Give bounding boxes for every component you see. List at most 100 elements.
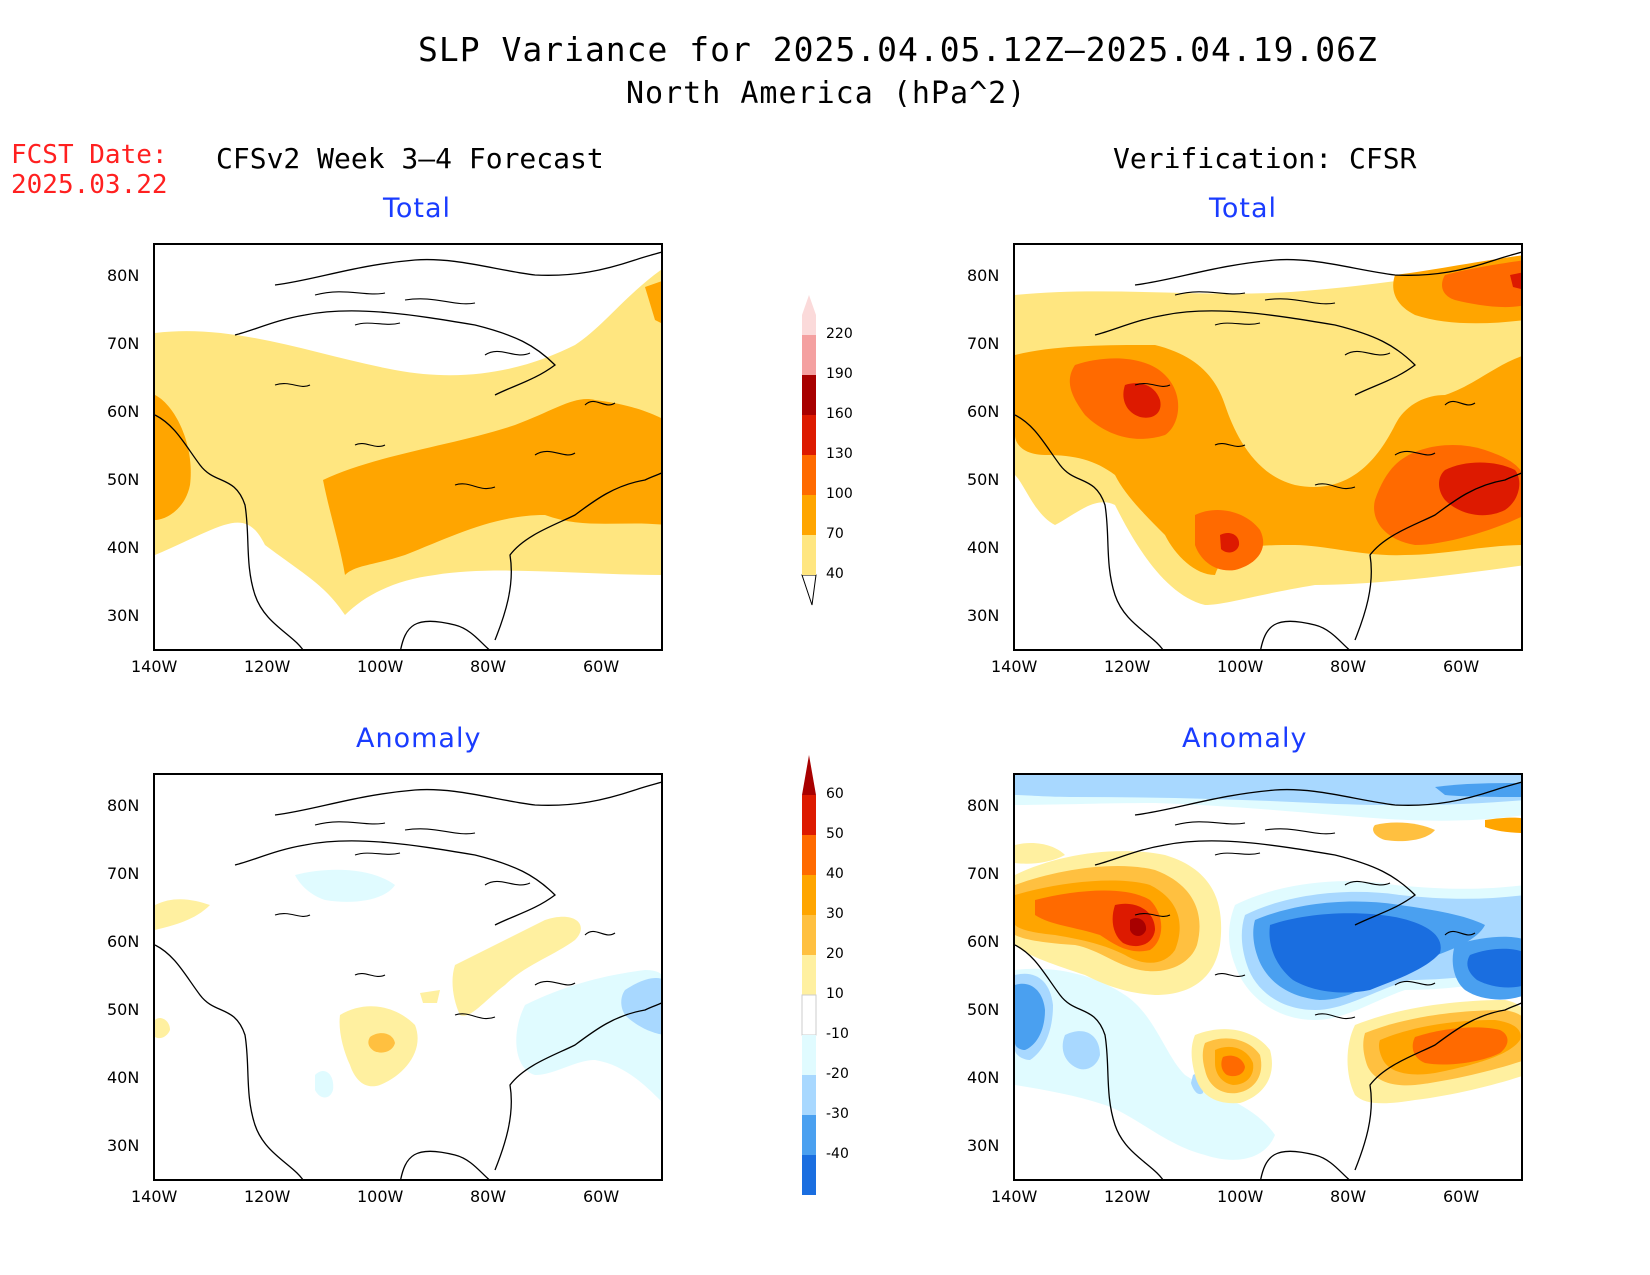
lon-tick-label: 140W	[991, 1187, 1038, 1206]
colorbar-anomaly	[801, 755, 817, 1195]
lon-tick-label: 80W	[470, 1187, 507, 1206]
coastline	[274, 291, 616, 490]
lat-tick-label: 50N	[107, 1000, 140, 1019]
colorbar-total	[801, 295, 817, 606]
lat-tick-label: 70N	[107, 864, 140, 883]
shading-band-neg10	[1015, 968, 1275, 1160]
colorbar-total-swatch	[802, 455, 816, 495]
shading-band-neg40	[1269, 913, 1441, 993]
shading-band-20	[368, 1033, 395, 1053]
lat-tick-label: 70N	[967, 334, 1000, 353]
lat-tick-label: 40N	[107, 1068, 140, 1087]
shading-band-130	[1439, 462, 1520, 516]
colorbar-level-label: 100	[826, 486, 853, 502]
shading-band-70	[323, 399, 661, 575]
lat-tick-label: 80N	[107, 266, 140, 285]
map-panel-verification-total	[1013, 243, 1523, 651]
lat-tick-label: 40N	[967, 1068, 1000, 1087]
lon-tick-label: 100W	[1217, 657, 1264, 676]
lat-tick-label: 80N	[967, 266, 1000, 285]
colorbar-level-label: 190	[826, 366, 853, 382]
colorbar-level-label: 40	[826, 566, 844, 582]
colorbar-anomaly-swatch	[802, 1035, 816, 1075]
shading-band-neg10	[315, 1070, 334, 1098]
forecast-header: CFSv2 Week 3—4 Forecast	[216, 142, 604, 175]
lat-tick-label: 60N	[967, 402, 1000, 421]
coastline	[1134, 821, 1476, 1020]
colorbar-level-label: -30	[826, 1106, 849, 1122]
colorbar-level-label: 10	[826, 986, 844, 1002]
map-panel-verification-anomaly	[1013, 773, 1523, 1181]
shading-band-10	[452, 916, 581, 1016]
lon-tick-label: 80W	[1330, 657, 1367, 676]
main-title: SLP Variance for 2025.04.05.12Z—2025.04.…	[418, 30, 1378, 69]
panel-title-verif-total: Total	[1209, 193, 1278, 224]
verification-header: Verification: CFSR	[1113, 142, 1417, 175]
lat-tick-label: 50N	[967, 1000, 1000, 1019]
lon-tick-label: 100W	[357, 1187, 404, 1206]
colorbar-anomaly-swatch	[802, 915, 816, 955]
map-panel-forecast-total	[153, 243, 663, 651]
lat-tick-label: 70N	[107, 334, 140, 353]
lon-tick-label: 120W	[1104, 1187, 1151, 1206]
shading-band-neg20	[1062, 1031, 1100, 1070]
colorbar-level-label: 50	[826, 826, 844, 842]
lat-tick-label: 30N	[107, 1136, 140, 1155]
lon-tick-label: 120W	[244, 1187, 291, 1206]
shading-band-130	[1123, 383, 1161, 418]
panel-title-fcst-anomaly: Anomaly	[356, 723, 482, 754]
shading-band-10	[1015, 843, 1065, 864]
shading-band-40	[155, 269, 661, 615]
lon-tick-label: 60W	[1443, 657, 1480, 676]
colorbar-level-label: 30	[826, 906, 844, 922]
shading-band-neg40	[1467, 948, 1521, 988]
lat-tick-label: 50N	[967, 470, 1000, 489]
shading-band-70	[155, 395, 191, 520]
colorbar-level-label: -10	[826, 1026, 849, 1042]
shading-band-70	[645, 281, 661, 323]
lat-tick-label: 40N	[967, 538, 1000, 557]
coastline	[274, 821, 616, 1020]
panel-title-verif-anomaly: Anomaly	[1182, 723, 1308, 754]
colorbar-level-label: 20	[826, 946, 844, 962]
shading-band-40	[1412, 1027, 1508, 1065]
colorbar-anomaly-swatch	[802, 875, 816, 915]
lat-tick-label: 70N	[967, 864, 1000, 883]
colorbar-anomaly-swatch	[802, 755, 816, 795]
shading-band-neg20	[621, 978, 661, 1035]
lat-tick-label: 60N	[107, 402, 140, 421]
lon-tick-label: 140W	[131, 1187, 178, 1206]
colorbar-level-label: -40	[826, 1146, 849, 1162]
lon-tick-label: 80W	[470, 657, 507, 676]
colorbar-anomaly-swatch	[802, 955, 816, 995]
coastline	[1015, 781, 1521, 1179]
map-panel-forecast-anomaly	[153, 773, 663, 1181]
shading-band-100	[1442, 260, 1521, 308]
lat-tick-label: 40N	[107, 538, 140, 557]
lat-tick-label: 30N	[107, 606, 140, 625]
shading-band-neg30	[1015, 983, 1045, 1050]
lon-tick-label: 100W	[1217, 1187, 1264, 1206]
colorbar-anomaly-swatch	[802, 835, 816, 875]
coastline	[155, 251, 661, 649]
colorbar-level-label: 220	[826, 326, 853, 342]
coastline	[1134, 291, 1476, 490]
colorbar-anomaly-swatch	[802, 1155, 816, 1195]
fcst-date-label: FCST Date:	[11, 140, 168, 170]
lat-tick-label: 30N	[967, 1136, 1000, 1155]
lat-tick-label: 60N	[967, 932, 1000, 951]
lat-tick-label: 80N	[107, 796, 140, 815]
shading-band-30	[1485, 817, 1521, 833]
shading-band-130	[1510, 272, 1521, 289]
shading-band-10	[155, 899, 210, 930]
coastline	[155, 781, 661, 1179]
lon-tick-label: 120W	[244, 657, 291, 676]
shading-band-20	[1373, 822, 1435, 842]
colorbar-total-swatch	[802, 295, 816, 335]
colorbar-level-label: 40	[826, 866, 844, 882]
lon-tick-label: 60W	[583, 657, 620, 676]
shading-band-60	[1130, 918, 1147, 936]
lat-tick-label: 80N	[967, 796, 1000, 815]
shading-band-130	[1220, 533, 1240, 553]
colorbar-total-swatch	[802, 415, 816, 455]
